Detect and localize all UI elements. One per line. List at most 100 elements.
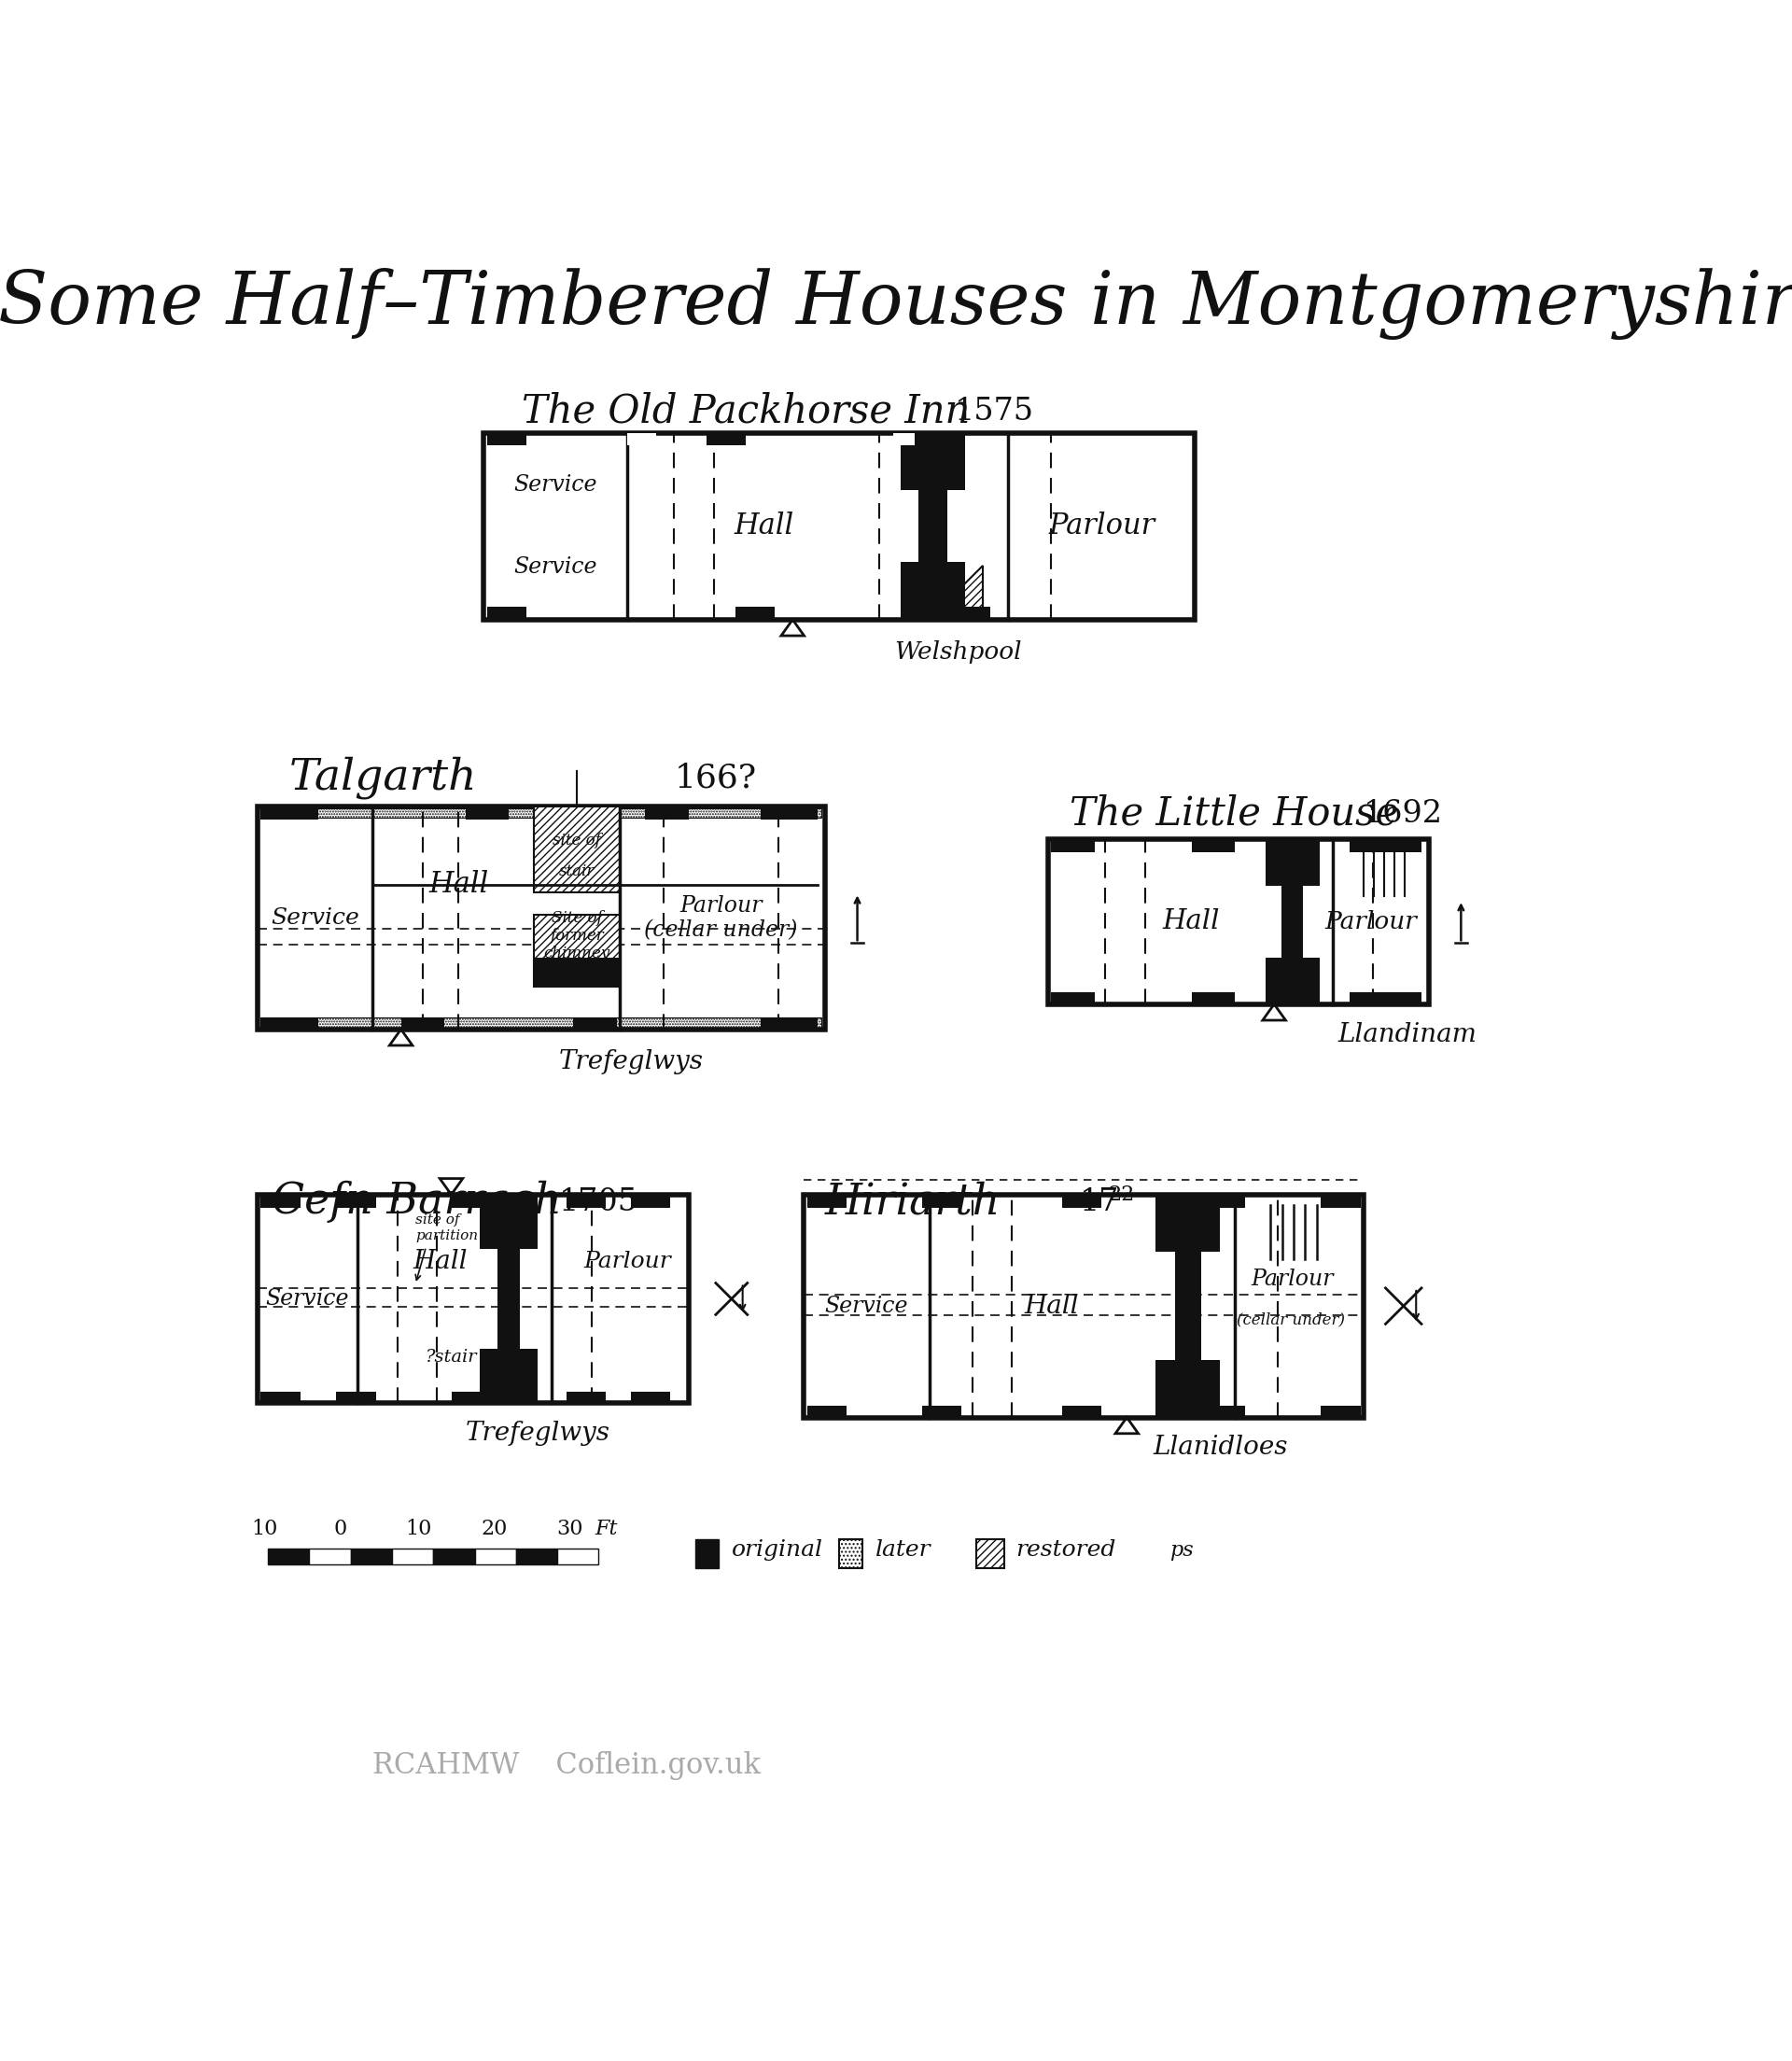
Text: Cefn Barrach: Cefn Barrach	[272, 1181, 561, 1222]
Text: Welshpool: Welshpool	[894, 641, 1021, 664]
Bar	[923, 1406, 962, 1416]
Text: Service: Service	[824, 1294, 909, 1317]
Text: former: former	[550, 927, 604, 944]
Bar	[695, 1540, 719, 1568]
Bar	[480, 1195, 538, 1249]
Text: Hall: Hall	[1023, 1294, 1079, 1319]
Bar	[952, 606, 991, 618]
Text: 1575: 1575	[955, 396, 1034, 427]
Bar	[1281, 886, 1303, 958]
Bar	[452, 1195, 491, 1208]
Bar	[918, 491, 948, 563]
Bar	[1156, 1195, 1220, 1253]
Bar	[534, 806, 620, 892]
Text: Trefeglwys: Trefeglwys	[466, 1420, 609, 1447]
Text: stair: stair	[559, 864, 595, 880]
Bar	[310, 1550, 351, 1564]
Text: 22: 22	[1107, 1185, 1134, 1206]
Text: later: later	[874, 1540, 930, 1560]
Bar	[337, 1195, 376, 1208]
Bar	[627, 433, 656, 445]
Bar	[645, 808, 688, 820]
Bar	[1321, 1195, 1360, 1208]
Bar	[566, 1195, 606, 1208]
Bar	[534, 958, 620, 985]
Bar	[900, 491, 918, 563]
Bar	[262, 808, 319, 820]
Text: RCAHMW    Coflein.gov.uk: RCAHMW Coflein.gov.uk	[373, 1752, 760, 1781]
Bar	[1349, 841, 1421, 851]
Text: 20: 20	[480, 1519, 507, 1540]
Text: 17: 17	[1081, 1187, 1120, 1216]
Bar	[475, 1550, 516, 1564]
Bar	[1206, 1195, 1245, 1208]
Bar	[1156, 1360, 1220, 1418]
Text: Site of: Site of	[552, 911, 602, 925]
Bar	[480, 1350, 538, 1404]
Text: Hall: Hall	[428, 870, 489, 899]
Text: 1692: 1692	[1364, 800, 1443, 829]
Text: 30: 30	[557, 1519, 582, 1540]
Bar	[1192, 993, 1235, 1004]
Bar	[573, 1018, 616, 1028]
Bar	[452, 1391, 491, 1401]
Bar	[262, 1195, 301, 1208]
Bar	[487, 435, 527, 445]
Text: 10: 10	[405, 1519, 432, 1540]
Text: Parlour: Parlour	[584, 1251, 670, 1272]
Bar	[914, 435, 955, 445]
Bar	[262, 1391, 301, 1401]
Text: site of: site of	[416, 1214, 461, 1226]
Bar	[1192, 841, 1235, 851]
Text: Trefeglwys: Trefeglwys	[559, 1049, 702, 1074]
Text: Talgarth: Talgarth	[290, 756, 478, 800]
Bar	[262, 1018, 319, 1028]
Text: 10: 10	[251, 1519, 278, 1540]
Text: Service: Service	[514, 556, 597, 577]
Bar	[735, 606, 774, 618]
Bar	[1063, 1195, 1102, 1208]
Text: ps: ps	[1170, 1540, 1193, 1560]
Bar	[1052, 993, 1095, 1004]
Bar	[1176, 1253, 1201, 1360]
Text: 166?: 166?	[674, 763, 756, 793]
Text: chimney: chimney	[543, 946, 611, 962]
Bar	[534, 915, 620, 985]
Text: Hall: Hall	[414, 1249, 468, 1274]
Bar	[1349, 993, 1421, 1004]
Bar	[839, 1540, 862, 1568]
Bar	[516, 1550, 557, 1564]
Bar	[496, 1249, 520, 1350]
Bar	[1063, 1406, 1102, 1416]
Text: 0: 0	[333, 1519, 346, 1540]
Bar	[484, 433, 1195, 620]
Bar	[487, 606, 527, 618]
Text: Ft: Ft	[595, 1519, 618, 1540]
Bar	[466, 808, 509, 820]
Text: Some Half–Timbered Houses in Montgomeryshire: Some Half–Timbered Houses in Montgomerys…	[0, 268, 1792, 340]
Text: Service: Service	[271, 907, 358, 930]
Bar	[803, 1195, 1364, 1418]
Bar	[923, 1195, 962, 1208]
Text: Parlour: Parlour	[1048, 511, 1156, 540]
Bar	[900, 433, 966, 491]
Text: site of: site of	[554, 833, 600, 849]
Text: Llanidloes: Llanidloes	[1152, 1434, 1288, 1459]
Bar	[351, 1550, 392, 1564]
Text: original: original	[731, 1540, 823, 1560]
Bar	[269, 1550, 310, 1564]
Bar	[977, 1540, 1005, 1568]
Bar	[258, 806, 824, 1028]
Bar	[900, 563, 966, 620]
Text: restored: restored	[1016, 1540, 1116, 1560]
Bar	[337, 1391, 376, 1401]
Bar	[1321, 1406, 1360, 1416]
Bar	[760, 1018, 817, 1028]
Bar	[806, 1406, 846, 1416]
Bar	[1048, 839, 1428, 1004]
Text: The Old Packhorse Inn: The Old Packhorse Inn	[521, 392, 969, 431]
Bar	[760, 808, 817, 820]
Bar	[262, 1018, 821, 1028]
Text: partition: partition	[416, 1230, 478, 1243]
Bar	[1265, 839, 1319, 886]
